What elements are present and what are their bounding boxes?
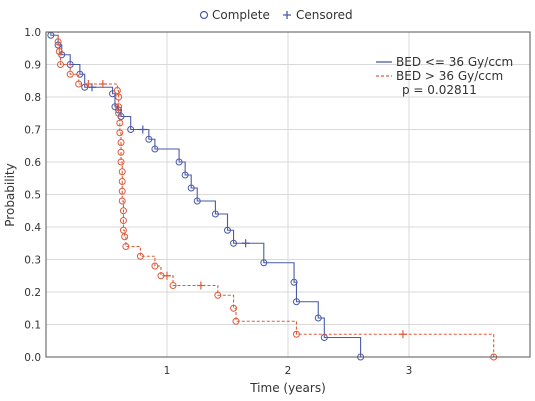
series-1-event-point [314, 314, 322, 322]
series-1-event-point [181, 171, 189, 179]
series-2-event-point [66, 70, 74, 78]
legend-censored-label: Censored [296, 8, 353, 22]
series-2-event-point [119, 207, 127, 215]
series-1-event-point [175, 158, 183, 166]
legend-series-2-label: BED > 36 Gy/ccm [396, 69, 503, 83]
series-2-censored-point [84, 80, 93, 88]
series-1-censored-point [138, 125, 147, 134]
y-tick-label: 0.0 [24, 352, 41, 364]
series-1-event-point [145, 135, 153, 143]
series-1-event-point [109, 90, 117, 98]
x-tick-label: 3 [406, 365, 413, 377]
y-tick-label: 0.4 [24, 222, 41, 234]
top-legend: Complete Censored [199, 8, 353, 22]
series-2-event-point [116, 129, 124, 137]
series-2-event-point [122, 243, 130, 250]
legend-series-1-label: BED <= 36 Gy/ccm [396, 55, 513, 69]
series-2-event-point [118, 168, 126, 176]
series-2-event-point [169, 282, 177, 289]
legend-complete-label: Complete [212, 8, 270, 22]
x-tick-label: 2 [285, 365, 292, 377]
y-tick-label: 0.1 [24, 320, 41, 332]
series-2-event-point [113, 87, 121, 94]
axes: 0.0 0.1 0.2 0.3 0.4 0.5 0.6 0.7 0.8 0.9 1.0 1 2 3 [24, 27, 412, 377]
series-1-event-point [76, 70, 84, 78]
series-2-event-point [54, 38, 62, 46]
series-1-event-point [187, 184, 195, 192]
series-2-event-point [115, 109, 123, 117]
series-1-event-point [127, 126, 135, 133]
series-2-event-point [118, 187, 126, 195]
y-tick-label: 0.9 [24, 60, 41, 72]
series-2-event-point [116, 119, 124, 127]
series-2-event-point [55, 48, 63, 55]
series-2-event-point [230, 304, 238, 312]
series-2-event-point [115, 93, 123, 101]
series-1-event-point [151, 145, 159, 153]
series-2-event-point [119, 226, 127, 234]
series-2-censored-point [163, 271, 171, 280]
x-tick-label: 1 [164, 365, 171, 377]
series-2-censored-point [196, 281, 205, 290]
series-1-event-point [193, 197, 201, 205]
series-2-event-point [232, 317, 240, 325]
series-2-event-point [117, 139, 125, 146]
series-2-event-point [117, 158, 125, 166]
series-1-event-point [292, 298, 300, 306]
censored-marker-icon [283, 11, 291, 19]
series-2-event-point [57, 61, 65, 68]
series-2-event-point [121, 233, 129, 241]
y-tick-label: 0.6 [24, 157, 41, 169]
series-2-event-point [117, 148, 125, 156]
y-tick-label: 0.3 [24, 255, 41, 267]
y-tick-label: 0.2 [24, 287, 41, 299]
series-2-censored-point [98, 80, 107, 88]
series-legend: BED <= 36 Gy/ccm BED > 36 Gy/ccm p = 0.0… [376, 55, 513, 97]
series-2-censored-point [398, 330, 407, 339]
series-2-event-point [119, 217, 127, 224]
series-2-step-line [46, 31, 495, 357]
series-1-event-point [211, 210, 219, 218]
y-tick-label: 0.7 [24, 125, 41, 137]
series-2-event-point [151, 262, 159, 270]
series-1-event-point [230, 239, 238, 247]
plot-frame [45, 31, 531, 358]
series-1-censored-point [241, 239, 250, 248]
series-1-event-point [66, 61, 74, 68]
y-axis-label: Probability [3, 163, 17, 226]
series-layer [46, 31, 498, 361]
series-2-event-point [214, 291, 222, 299]
series-1-event-point [224, 226, 231, 234]
series-1-step-line [46, 31, 362, 357]
series-2-event-point [118, 197, 126, 205]
p-value-annotation: p = 0.02811 [402, 83, 477, 97]
y-tick-label: 1.0 [24, 27, 41, 39]
complete-marker-icon [199, 10, 209, 20]
series-2-event-point [136, 252, 144, 260]
series-1-event-point [260, 259, 268, 267]
y-tick-label: 0.5 [24, 190, 41, 202]
x-axis-label: Time (years) [249, 381, 326, 395]
series-1-event-point [290, 278, 298, 286]
series-2-event-point [75, 80, 83, 88]
y-tick-label: 0.8 [24, 92, 41, 104]
series-2-event-point [118, 178, 126, 185]
series-2-event-point [292, 330, 300, 338]
